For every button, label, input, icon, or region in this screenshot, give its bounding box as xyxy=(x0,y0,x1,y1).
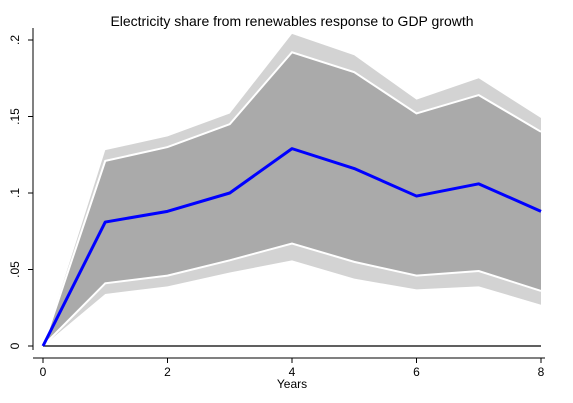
y-tick-label: .15 xyxy=(8,108,22,125)
inner-band-lower-line xyxy=(42,242,542,347)
inner-band-upper-line xyxy=(42,51,542,347)
x-axis-label: Years xyxy=(277,377,307,391)
confidence-bands xyxy=(43,33,541,347)
y-tick-label: 0 xyxy=(8,342,22,349)
x-tick-label: 0 xyxy=(40,365,47,379)
chart-title: Electricity share from renewables respon… xyxy=(110,13,473,29)
irf-line xyxy=(41,147,542,347)
axes: 0 .05 .1 .15 .2 0 2 4 6 8 xyxy=(8,28,545,379)
y-tick-label: .1 xyxy=(8,188,22,198)
y-tick-label: .2 xyxy=(8,35,22,45)
x-tick-label: 4 xyxy=(289,365,296,379)
series-lines xyxy=(41,51,542,347)
inner-confidence-band xyxy=(43,52,541,347)
x-tick-label: 2 xyxy=(164,365,171,379)
x-tick-label: 6 xyxy=(413,365,420,379)
y-tick-label: .05 xyxy=(8,261,22,278)
x-tick-label: 8 xyxy=(538,365,545,379)
